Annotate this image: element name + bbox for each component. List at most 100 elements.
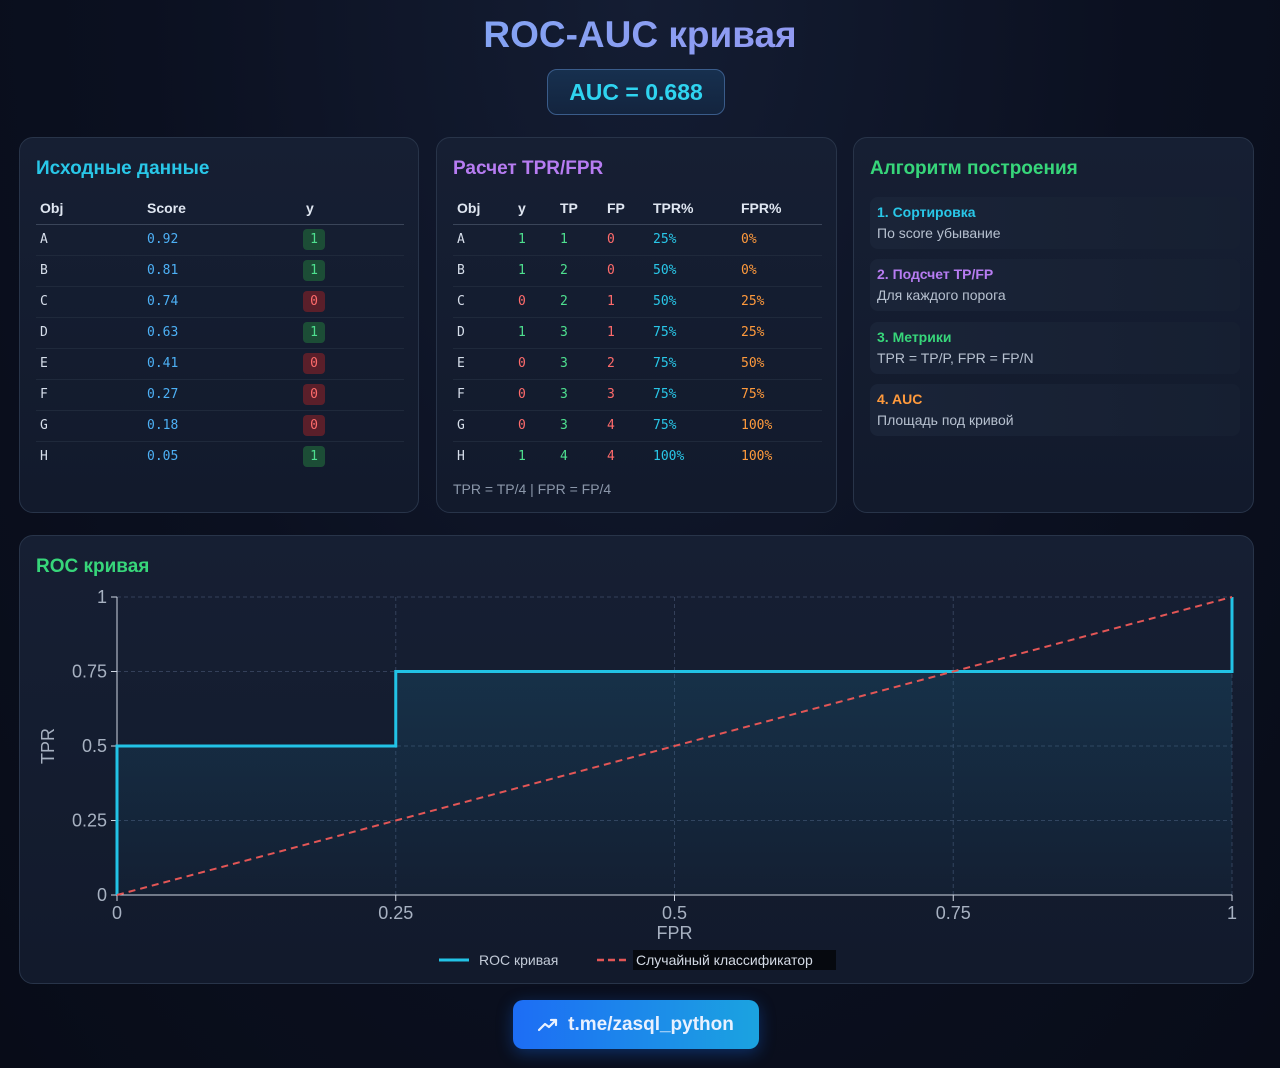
table-row: B 0.81 1 [36, 255, 404, 287]
y-tick-label: 0 [97, 885, 107, 905]
y-cell: 0 [514, 286, 556, 318]
obj-cell: G [453, 410, 514, 442]
table-row: G 0 3 4 75% 100% [453, 410, 822, 442]
y-cell: 0 [514, 348, 556, 380]
trending-up-icon [538, 1018, 558, 1031]
score-cell: 0.05 [147, 449, 179, 465]
score-cell: 0.27 [143, 379, 302, 411]
obj-cell: B [453, 255, 514, 287]
algorithm-step: 4. AUC Площадь под кривой [870, 384, 1240, 436]
legend-roc-label: ROC кривая [479, 952, 558, 968]
tp-cell: 3 [556, 348, 603, 380]
x-tick-label: 0.75 [936, 903, 971, 923]
tpr-fpr-table: Obj y TP FP TPR% FPR% A 1 1 0 25% 0% B 1 2 0 50% 0%… [453, 192, 822, 472]
roc-chart-title: ROC кривая [36, 556, 150, 577]
y-cell: 1 [514, 317, 556, 349]
step-description: По score убывание [877, 225, 1001, 241]
x-tick-label: 1 [1227, 903, 1237, 923]
algorithm-step: 2. Подсчет TP/FP Для каждого порога [870, 259, 1240, 311]
x-tick-label: 0.25 [378, 903, 413, 923]
y-tick-label: 1 [97, 587, 107, 607]
x-axis-title: FPR [657, 923, 693, 943]
column-header-tpr: TPR% [649, 192, 737, 225]
fpr-cell: 25% [737, 317, 822, 349]
obj-cell: C [453, 286, 514, 318]
y-tick-label: 0.25 [72, 811, 107, 831]
algorithm-step: 3. Метрики TPR = TP/P, FPR = FP/N [870, 322, 1240, 374]
tp-cell: 3 [556, 317, 603, 349]
fpr-cell: 75% [737, 379, 822, 411]
column-header-y: y [514, 192, 556, 225]
score-cell: 0.41 [143, 348, 302, 380]
fp-cell: 1 [603, 286, 649, 318]
column-header-fp: FP [603, 192, 649, 225]
column-header-tp: TP [556, 192, 603, 225]
label-badge: 0 [303, 353, 325, 374]
fpr-cell: 0% [737, 224, 822, 256]
step-description: Для каждого порога [877, 287, 1006, 303]
obj-cell: H [40, 449, 48, 465]
legend-random-label-bg [633, 950, 836, 970]
obj-cell: A [36, 224, 143, 256]
step-heading: 3. Метрики [877, 329, 952, 345]
obj-cell: D [36, 317, 143, 349]
auc-badge: AUC = 0.688 [547, 69, 725, 115]
table-row: E 0.41 0 [36, 348, 404, 380]
score-cell: 0.74 [143, 286, 302, 318]
tpr-cell: 75% [649, 348, 737, 380]
fpr-cell: 0% [737, 255, 822, 287]
label-badge: 0 [303, 415, 325, 436]
fp-cell: 0 [603, 255, 649, 287]
table-row: G 0.18 0 [36, 410, 404, 442]
table-row: B 1 2 0 50% 0% [453, 255, 822, 287]
label-badge: 1 [303, 446, 325, 468]
tpr-cell: 50% [649, 255, 737, 287]
label-badge: 0 [303, 291, 325, 312]
x-tick-label: 0.5 [662, 903, 687, 923]
obj-cell: A [453, 224, 514, 256]
score-cell: 0.18 [143, 410, 302, 442]
obj-cell: B [36, 255, 143, 287]
fpr-cell: 50% [737, 348, 822, 380]
column-header-obj: Obj [453, 192, 514, 225]
column-header-score: Score [143, 192, 302, 225]
y-cell: 1 [514, 224, 556, 256]
label-badge: 0 [303, 384, 325, 405]
tp-cell: 3 [556, 410, 603, 442]
algorithm-title: Алгоритм построения [870, 158, 1078, 179]
table-row: A 1 1 0 25% 0% [453, 224, 822, 256]
score-cell: 0.92 [143, 224, 302, 256]
step-heading: 4. AUC [877, 391, 923, 407]
roc-chart: 0 0.25 0.5 0.75 1 0 0.25 0.5 0.75 1 FPR TPR ROC крив… [38, 587, 1237, 970]
fp-cell: 4 [603, 410, 649, 442]
fp-cell: 2 [603, 348, 649, 380]
fp-cell: 0 [603, 224, 649, 256]
fpr-cell: 100% [741, 449, 773, 465]
fpr-cell: 100% [737, 410, 822, 442]
tpr-cell: 75% [649, 317, 737, 349]
table-row: E 0 3 2 75% 50% [453, 348, 822, 380]
roc-chart-card: ROC кривая 0 0.25 0.5 0.75 1 0 0.25 0.5 0.75 1 FPR… [19, 535, 1254, 984]
obj-cell: E [453, 348, 514, 380]
telegram-link-button[interactable]: t.me/zasql_python [513, 1000, 759, 1049]
algorithm-step: 1. Сортировка По score убывание [870, 197, 1240, 249]
tp-cell: 1 [556, 224, 603, 256]
obj-cell: G [36, 410, 143, 442]
table-row: A 0.92 1 [36, 224, 404, 256]
tpr-cell: 100% [653, 449, 685, 465]
x-tick-label: 0 [112, 903, 122, 923]
table-row: H 0.05 1 [36, 441, 404, 472]
tp-cell: 4 [560, 449, 568, 465]
y-tick-label: 0.75 [72, 662, 107, 682]
table-row: H 1 4 4 100% 100% [453, 441, 822, 472]
tp-cell: 3 [556, 379, 603, 411]
tpr-cell: 75% [649, 379, 737, 411]
column-header-obj: Obj [36, 192, 143, 225]
fp-cell: 1 [603, 317, 649, 349]
table-row: F 0 3 3 75% 75% [453, 379, 822, 411]
step-description: Площадь под кривой [877, 412, 1014, 428]
label-badge: 1 [303, 322, 325, 343]
random-classifier-line [116, 596, 1233, 896]
tpr-cell: 75% [649, 410, 737, 442]
